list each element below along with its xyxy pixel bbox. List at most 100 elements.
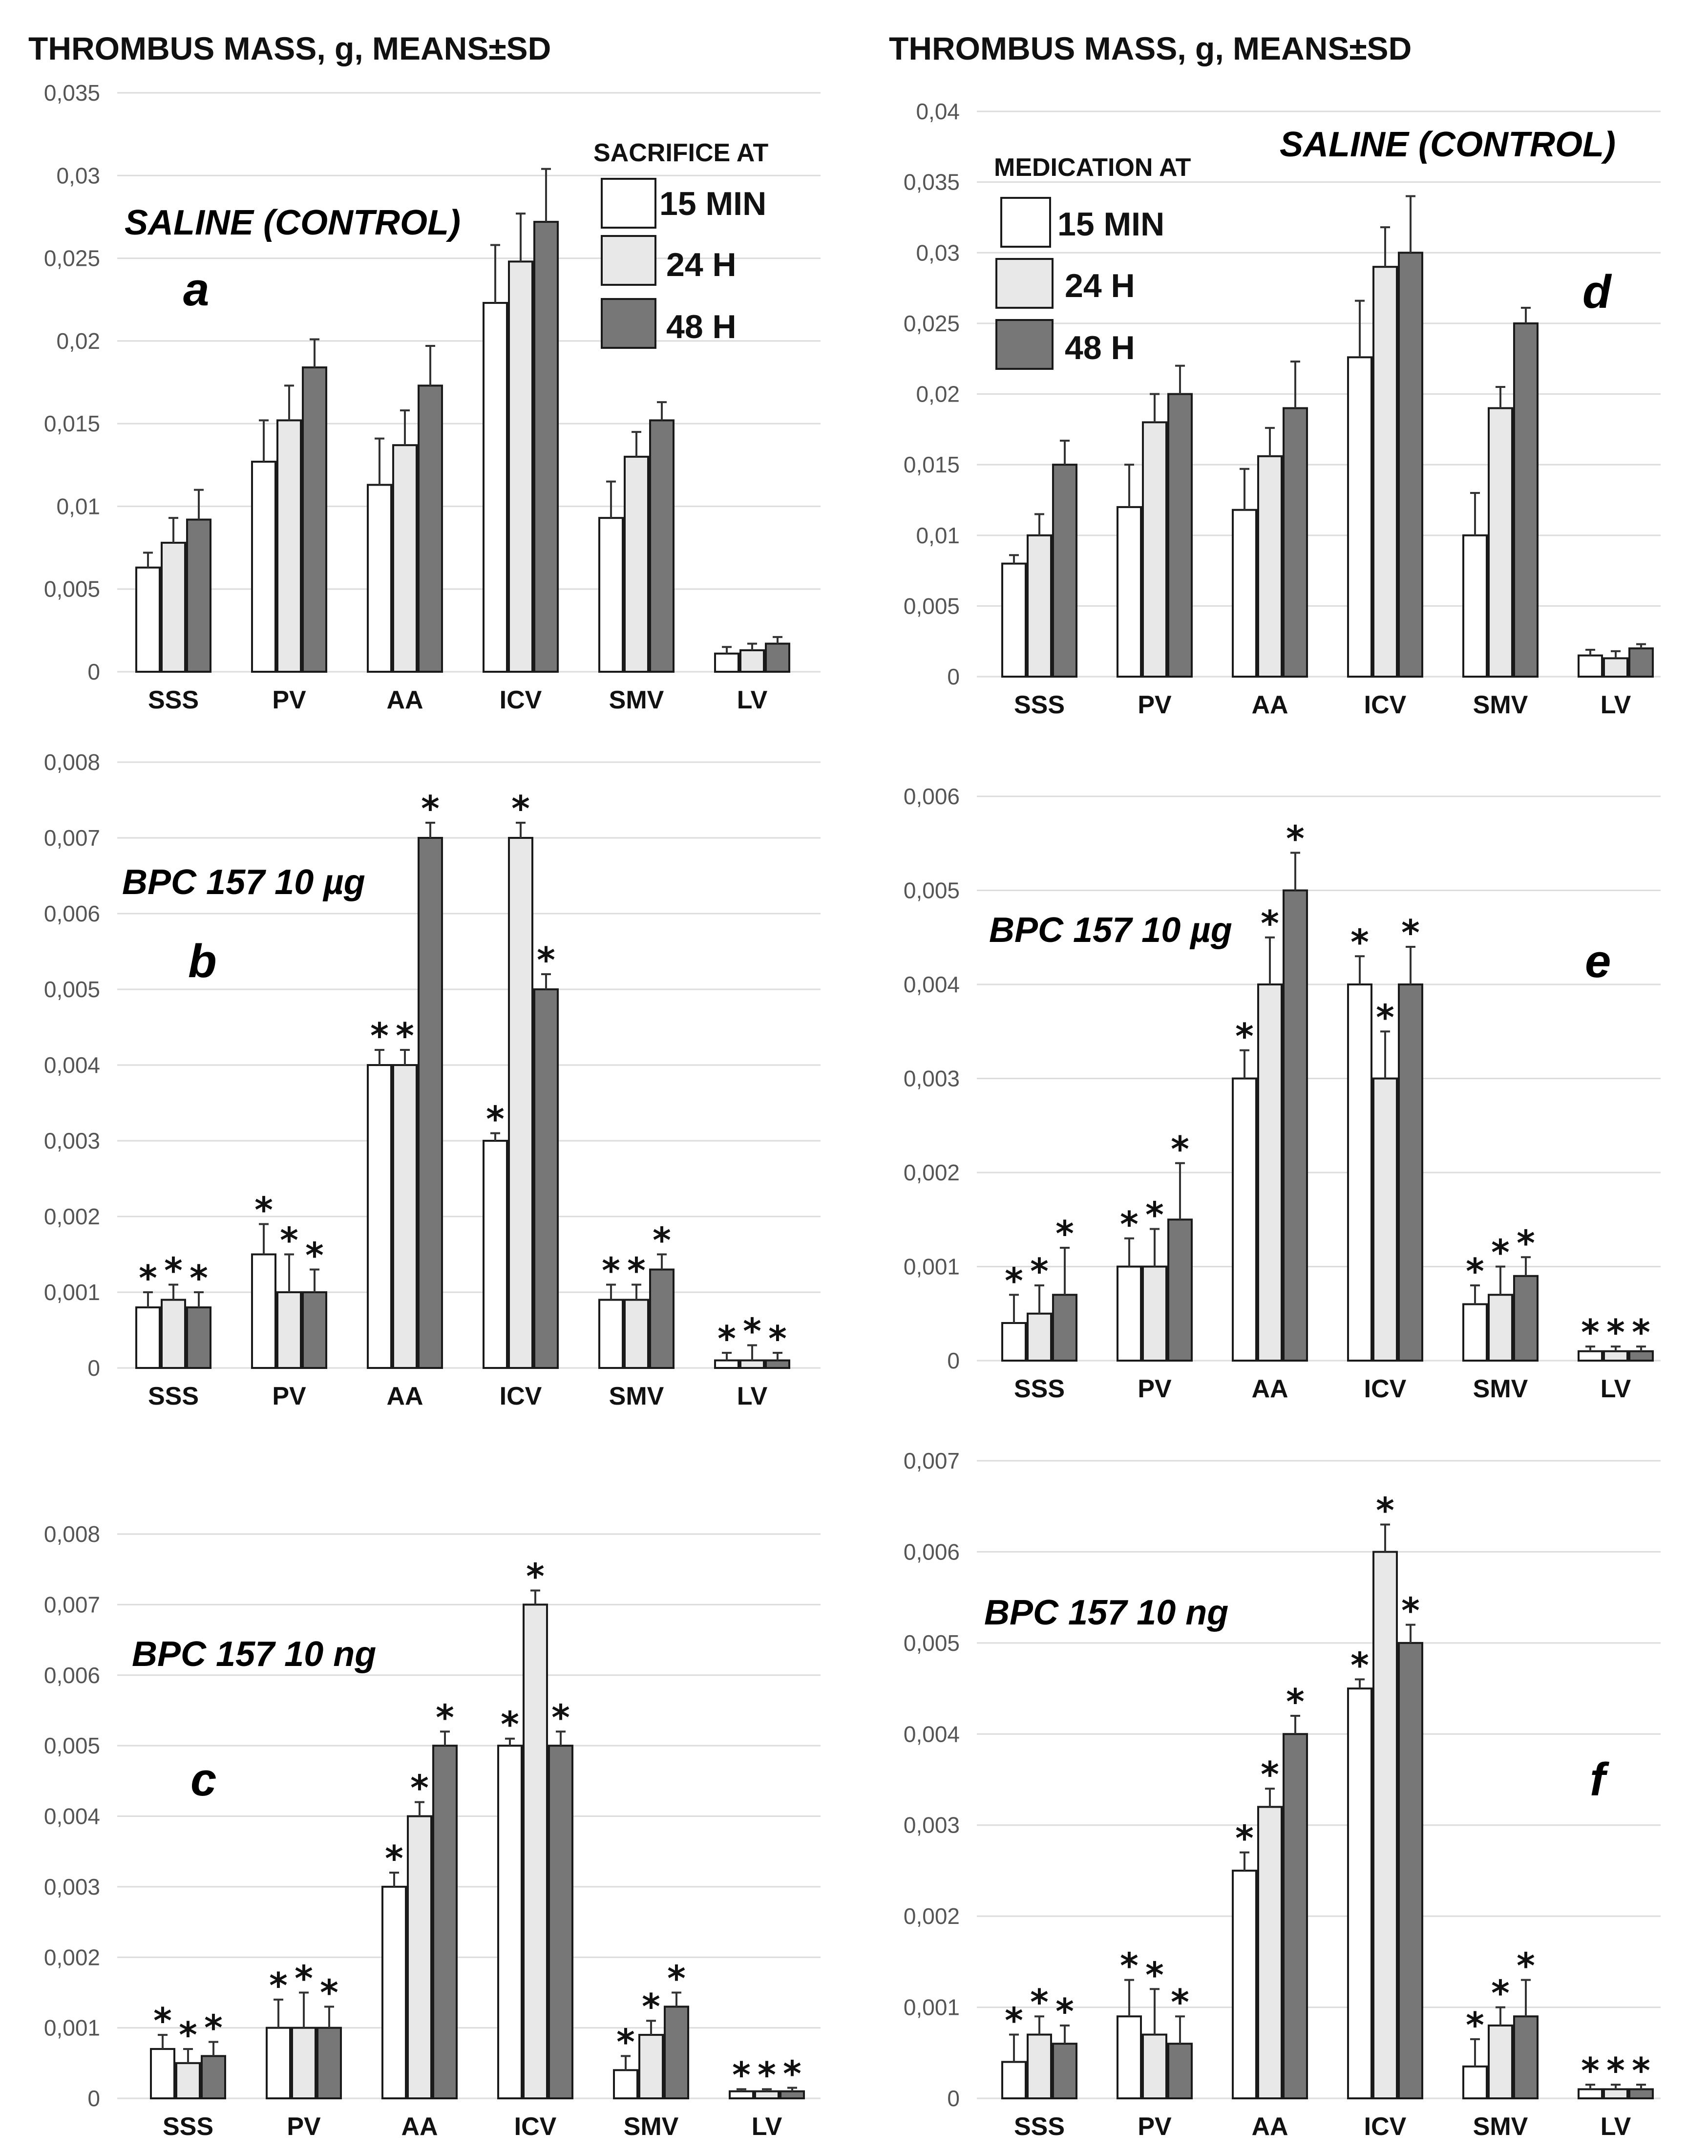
y-tick-label: 0,005 bbox=[44, 1733, 100, 1758]
bar-pv-15min bbox=[1117, 1265, 1142, 1362]
significance-star: * bbox=[511, 788, 530, 829]
significance-star: * bbox=[295, 1958, 313, 1999]
y-tick-label: 0,03 bbox=[916, 240, 960, 265]
legend-title: MEDICATION AT bbox=[994, 153, 1191, 182]
bar-smv-24h bbox=[638, 2034, 664, 2099]
bar-smv-15min bbox=[598, 517, 624, 673]
bar-sss-15min bbox=[1001, 2061, 1027, 2100]
significance-star: * bbox=[732, 2054, 751, 2095]
x-category-label: SMV bbox=[1473, 1375, 1528, 1403]
x-category-label: LV bbox=[1601, 1375, 1631, 1403]
significance-star: * bbox=[602, 1250, 620, 1291]
bar-sss-15min bbox=[135, 1306, 161, 1369]
x-category-label: AA bbox=[1251, 691, 1288, 719]
legend-swatch-24h bbox=[995, 258, 1054, 309]
y-tick-label: 0,035 bbox=[44, 80, 100, 106]
bar-aa-24h bbox=[407, 1815, 432, 2099]
y-tick-label: 0,005 bbox=[44, 977, 100, 1002]
y-tick-label: 0,003 bbox=[904, 1066, 960, 1091]
x-category-label: PV bbox=[287, 2113, 321, 2141]
bar-sss-15min bbox=[150, 2048, 175, 2099]
bar-smv-48h bbox=[649, 419, 675, 673]
bar-aa-48h bbox=[1283, 1733, 1308, 2099]
significance-star: * bbox=[396, 1015, 414, 1056]
significance-star: * bbox=[1286, 818, 1305, 859]
y-tick-label: 0,007 bbox=[44, 825, 100, 851]
x-category-label: ICV bbox=[1364, 2113, 1407, 2141]
bar-icv-15min bbox=[497, 1745, 523, 2099]
bar-smv-15min bbox=[1462, 2065, 1488, 2099]
x-category-label: SMV bbox=[609, 1382, 664, 1410]
x-category-label: LV bbox=[1601, 2113, 1631, 2141]
bar-aa-48h bbox=[418, 384, 443, 673]
panel-group-label: SALINE (CONTROL) bbox=[125, 203, 461, 242]
significance-star: * bbox=[254, 1190, 273, 1231]
y-tick-label: 0,002 bbox=[904, 1903, 960, 1929]
legend-label-15min: 15 MIN bbox=[1057, 206, 1164, 243]
y-tick-label: 0 bbox=[87, 2086, 100, 2111]
bar-sss-48h bbox=[186, 1306, 211, 1369]
x-category-label: ICV bbox=[500, 686, 542, 714]
bar-icv-15min bbox=[483, 1140, 508, 1369]
bar-icv-48h bbox=[1398, 1642, 1423, 2100]
bar-aa-24h bbox=[1257, 455, 1283, 678]
legend-sacrifice-at: SACRIFICE AT 15 MIN 24 H 48 H bbox=[593, 139, 768, 349]
bar-sss-24h bbox=[175, 2062, 201, 2099]
y-tick-label: 0,001 bbox=[904, 1254, 960, 1280]
significance-star: * bbox=[1401, 1590, 1420, 1631]
x-category-label: AA bbox=[1251, 1375, 1288, 1403]
y-tick-label: 0,006 bbox=[44, 1663, 100, 1688]
x-category-label: SMV bbox=[1473, 691, 1528, 719]
panel-letter: d bbox=[1582, 266, 1612, 318]
significance-star: * bbox=[370, 1015, 389, 1056]
significance-star: * bbox=[1171, 1129, 1189, 1170]
y-tick-label: 0,002 bbox=[904, 1160, 960, 1185]
significance-star: * bbox=[1491, 1232, 1510, 1273]
bar-lv-15min bbox=[1578, 654, 1603, 678]
significance-star: * bbox=[501, 1704, 519, 1745]
bar-aa-15min bbox=[367, 484, 392, 673]
y-tick-label: 0,01 bbox=[56, 493, 100, 519]
significance-star: * bbox=[537, 939, 555, 981]
significance-star: * bbox=[1261, 1754, 1279, 1795]
y-tick-label: 0,008 bbox=[44, 1521, 100, 1547]
significance-star: * bbox=[139, 1258, 157, 1299]
bar-pv-48h bbox=[302, 1291, 327, 1369]
x-category-label: AA bbox=[1251, 2113, 1288, 2141]
bar-aa-15min bbox=[381, 1885, 407, 2099]
bar-smv-48h bbox=[1513, 322, 1539, 678]
significance-star: * bbox=[486, 1099, 505, 1140]
panel-letter: b bbox=[188, 935, 217, 987]
y-tick-label: 0,03 bbox=[56, 163, 100, 188]
significance-star: * bbox=[1581, 1312, 1600, 1353]
bar-aa-24h bbox=[1257, 1806, 1283, 2099]
bar-icv-24h bbox=[1372, 1077, 1398, 1362]
y-tick-label: 0,02 bbox=[916, 382, 960, 407]
significance-star: * bbox=[758, 2054, 776, 2095]
bar-pv-48h bbox=[316, 2027, 342, 2099]
y-tick-label: 0,003 bbox=[44, 1874, 100, 1900]
significance-star: * bbox=[1517, 1945, 1535, 1986]
x-category-label: SMV bbox=[1473, 2113, 1528, 2141]
significance-star: * bbox=[190, 1258, 208, 1299]
x-category-label: SSS bbox=[163, 2113, 213, 2141]
bar-pv-24h bbox=[1142, 1265, 1167, 1362]
bar-aa-48h bbox=[1283, 407, 1308, 678]
bar-lv-24h bbox=[739, 1359, 765, 1369]
bar-icv-48h bbox=[548, 1745, 573, 2099]
legend-title: SACRIFICE AT bbox=[593, 139, 768, 167]
y-tick-label: 0,015 bbox=[904, 452, 960, 477]
y-tick-label: 0,004 bbox=[904, 1721, 960, 1747]
x-category-label: PV bbox=[1138, 2113, 1172, 2141]
y-tick-label: 0,01 bbox=[916, 523, 960, 548]
significance-star: * bbox=[526, 1556, 545, 1597]
x-category-label: LV bbox=[737, 1382, 768, 1410]
bar-aa-48h bbox=[1283, 889, 1308, 1362]
figure-title-right: THROMBUS MASS, g, MEANS±SD bbox=[889, 30, 1412, 66]
x-category-label: SSS bbox=[1014, 1375, 1065, 1403]
bar-pv-48h bbox=[1167, 1218, 1193, 1362]
y-tick-label: 0,006 bbox=[904, 1539, 960, 1564]
y-tick-label: 0 bbox=[947, 664, 960, 689]
legend-medication-at: MEDICATION AT 15 MIN 24 H 48 H bbox=[994, 153, 1191, 370]
bar-sss-24h bbox=[161, 541, 186, 673]
